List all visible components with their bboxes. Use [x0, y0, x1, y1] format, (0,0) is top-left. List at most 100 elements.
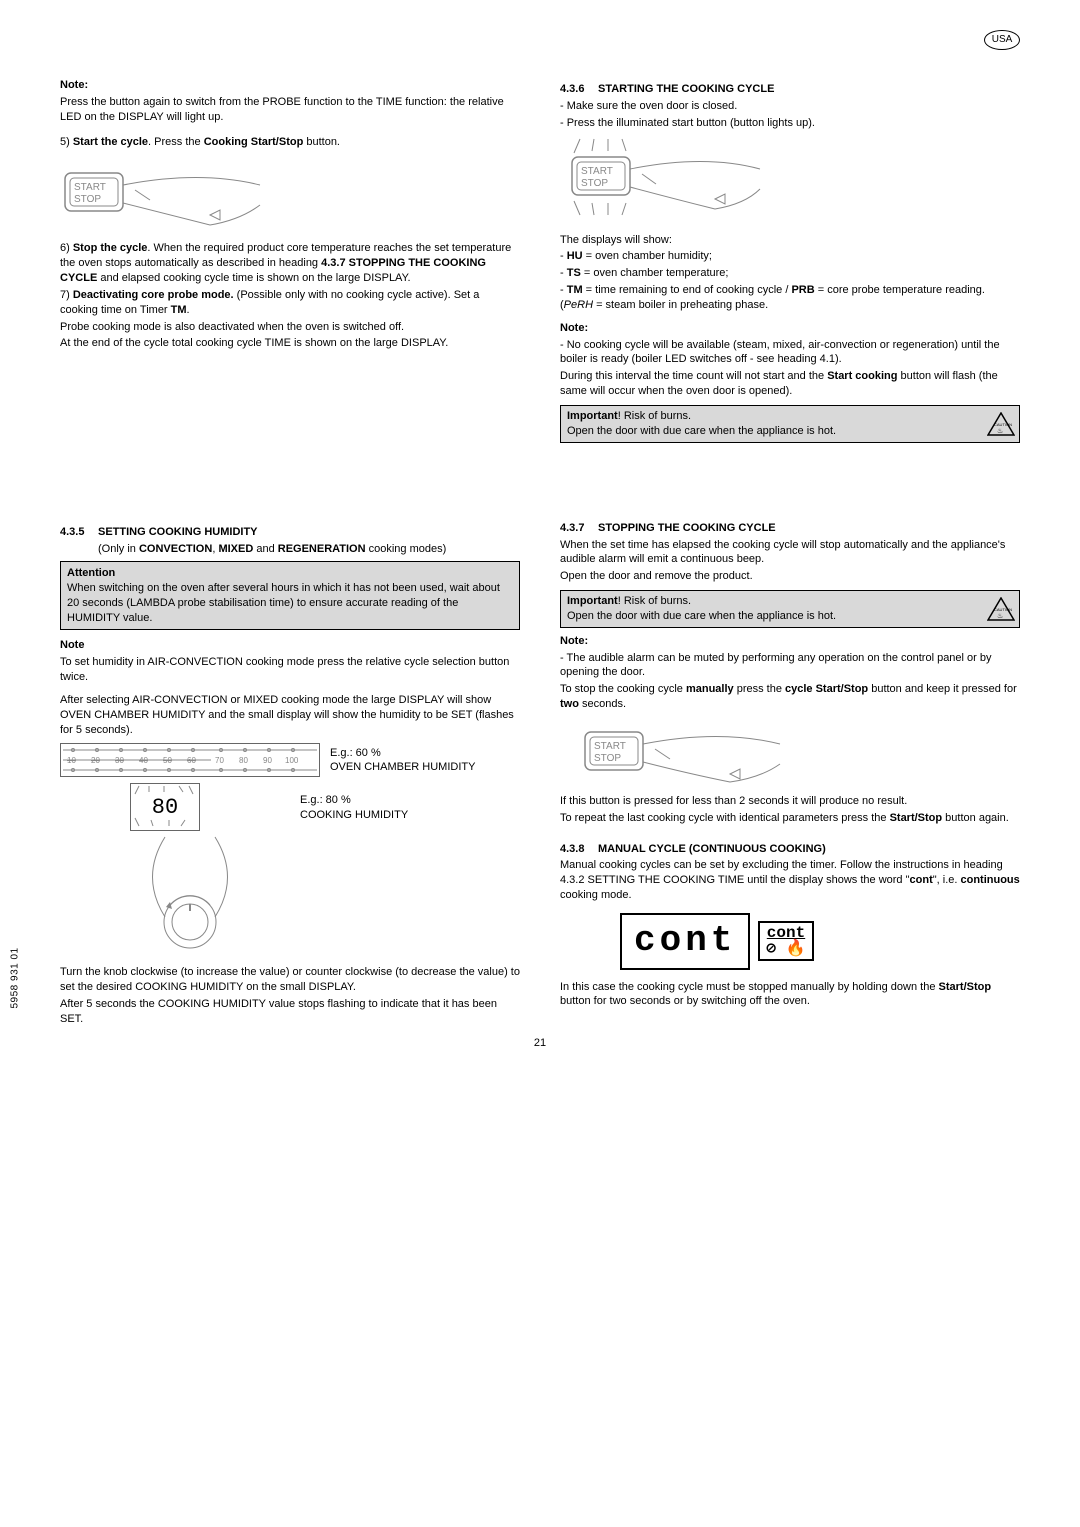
step6-body2: and elapsed cooking cycle time is shown …: [97, 272, 410, 284]
h435-sub-end: cooking modes): [366, 543, 447, 555]
small-lcd-wrap: 80: [130, 783, 250, 957]
note4-hdr-suffix: :: [584, 635, 588, 647]
hot-warning-icon-2: CAUTION♨: [987, 597, 1015, 621]
cont-small-bot: ⊘ 🔥: [766, 941, 805, 957]
repeat-end: button again.: [942, 812, 1009, 824]
svg-text:♨: ♨: [997, 612, 1003, 620]
svg-text:STOP: STOP: [74, 194, 101, 205]
ts-pre: -: [560, 267, 567, 279]
h435-sub-pre: (Only in: [98, 543, 139, 555]
note3-body2: During this interval the time count will…: [560, 369, 1020, 399]
step7-bold: Deactivating core probe mode.: [73, 289, 234, 301]
step6-bold: Stop the cycle: [73, 242, 148, 254]
note4-body2-b: manually: [686, 683, 734, 695]
small-lcd: 80: [130, 783, 200, 831]
step5: 5) Start the cycle. Press the Cooking St…: [60, 135, 520, 150]
h436-l2: - Press the illuminated start button (bu…: [560, 116, 1020, 131]
svg-text:♨: ♨: [997, 427, 1003, 435]
svg-text:90: 90: [263, 756, 272, 765]
eg80-line1: E.g.: 80 %: [300, 793, 408, 808]
h437-title: STOPPING THE COOKING CYCLE: [598, 522, 776, 534]
note4-body2-b3: two: [560, 698, 579, 710]
note4-body2-b2: cycle Start/Stop: [785, 683, 868, 695]
step5-bold: Start the cycle: [73, 136, 148, 148]
eg60-label: E.g.: 60 % OVEN CHAMBER HUMIDITY: [330, 746, 475, 776]
h435-sub-b1: CONVECTION: [139, 543, 212, 555]
h435-sub: (Only in CONVECTION, MIXED and REGENERAT…: [98, 542, 520, 557]
svg-text:STOP: STOP: [581, 178, 608, 189]
note3-body2-pre: During this interval the time count will…: [560, 370, 827, 382]
h436-l1: - Make sure the oven door is closed.: [560, 99, 1020, 114]
tm-b2: PRB: [791, 284, 814, 296]
note2-body: To set humidity in AIR-CONVECTION cookin…: [60, 655, 520, 685]
eg60-line2: OVEN CHAMBER HUMIDITY: [330, 760, 475, 775]
svg-text:STOP: STOP: [594, 753, 621, 764]
turn-knob: Turn the knob clockwise (to increase the…: [60, 965, 520, 995]
displays-will-show: The displays will show:: [560, 233, 1020, 248]
after-selecting: After selecting AIR-CONVECTION or MIXED …: [60, 693, 520, 738]
h438-body-mid: ", i.e.: [933, 874, 961, 886]
imp-l2-1: Open the door with due care when the app…: [567, 424, 1013, 439]
note3-body2-b: Start cooking: [827, 370, 897, 382]
svg-text:80: 80: [239, 756, 248, 765]
ts-line: - TS = oven chamber temperature;: [560, 266, 1020, 281]
cont-small-display: cont ⊘ 🔥: [758, 921, 813, 961]
imp-body-1: ! Risk of burns.: [618, 410, 691, 422]
tm-end: = steam boiler in preheating phase.: [593, 299, 768, 311]
h435-sub-m2: and: [253, 543, 277, 555]
note3-heading: Note:: [560, 321, 1020, 336]
imp-body-2: ! Risk of burns.: [618, 595, 691, 607]
h435-title: SETTING COOKING HUMIDITY: [98, 526, 258, 538]
h438-body-end: cooking mode.: [560, 889, 632, 901]
imp-pre-2: Important: [567, 595, 618, 607]
h438-body: Manual cooking cycles can be set by excl…: [560, 858, 1020, 903]
step7-bold2: TM: [171, 304, 187, 316]
h435-sub-b3: REGENERATION: [278, 543, 366, 555]
step5-bold2: Cooking Start/Stop: [204, 136, 304, 148]
h438-num: 4.3.8: [560, 842, 598, 857]
attention-box: Attention When switching on the oven aft…: [60, 561, 520, 630]
h436-num: 4.3.6: [560, 82, 598, 97]
probe-line: Probe cooking mode is also deactivated w…: [60, 320, 520, 335]
note4-body2-mid: press the: [734, 683, 785, 695]
note-body: Press the button again to switch from th…: [60, 95, 520, 125]
svg-text:START: START: [581, 166, 613, 177]
in-this-b: Start/Stop: [939, 981, 992, 993]
h436: 4.3.6STARTING THE COOKING CYCLE: [560, 82, 1020, 97]
important-box-2: Important! Risk of burns. Open the door …: [560, 590, 1020, 628]
h435-num: 4.3.5: [60, 525, 98, 540]
right-column: 4.3.6STARTING THE COOKING CYCLE - Make s…: [560, 70, 1020, 1029]
note2-heading: Note: [60, 638, 520, 653]
h436-title: STARTING THE COOKING CYCLE: [598, 83, 774, 95]
start-stop-diagram-3: START STOP: [580, 718, 800, 788]
ts-end: = oven chamber temperature;: [581, 267, 729, 279]
svg-text:START: START: [594, 741, 626, 752]
step6-pre: 6): [60, 242, 73, 254]
main-columns: Note: Press the button again to switch f…: [60, 70, 1020, 1029]
eg60-line1: E.g.: 60 %: [330, 746, 475, 761]
svg-text:CAUTION: CAUTION: [994, 422, 1012, 427]
hu-pre: -: [560, 250, 567, 262]
repeat-b: Start/Stop: [890, 812, 943, 824]
imp-l2-2: Open the door with due care when the app…: [567, 609, 1013, 624]
imp-pre-1: Important: [567, 410, 618, 422]
usa-badge: USA: [984, 30, 1020, 50]
hot-warning-icon: CAUTION♨: [987, 412, 1015, 436]
in-this-end: button for two seconds or by switching o…: [560, 995, 810, 1007]
doc-code: 5958 931 01: [9, 948, 23, 1009]
h437-num: 4.3.7: [560, 521, 598, 536]
end-cycle: At the end of the cycle total cooking cy…: [60, 336, 520, 351]
attention-heading: Attention: [67, 567, 115, 579]
step7-pre: 7): [60, 289, 73, 301]
in-this-pre: In this case the cooking cycle must be s…: [560, 981, 939, 993]
h437: 4.3.7STOPPING THE COOKING CYCLE: [560, 521, 1020, 536]
lcd-strip-row: 10 20 30 40 50 60 70 80 90 100: [60, 743, 520, 777]
page-number: 21: [534, 1036, 546, 1051]
step7: 7) Deactivating core probe mode. (Possib…: [60, 288, 520, 318]
svg-text:START: START: [74, 182, 106, 193]
tm-b: TM: [567, 284, 583, 296]
ts-b: TS: [567, 267, 581, 279]
svg-text:CAUTION: CAUTION: [994, 607, 1012, 612]
tm-mid: = time remaining to end of cooking cycle…: [583, 284, 792, 296]
h438-title: MANUAL CYCLE (CONTINUOUS COOKING): [598, 843, 826, 855]
